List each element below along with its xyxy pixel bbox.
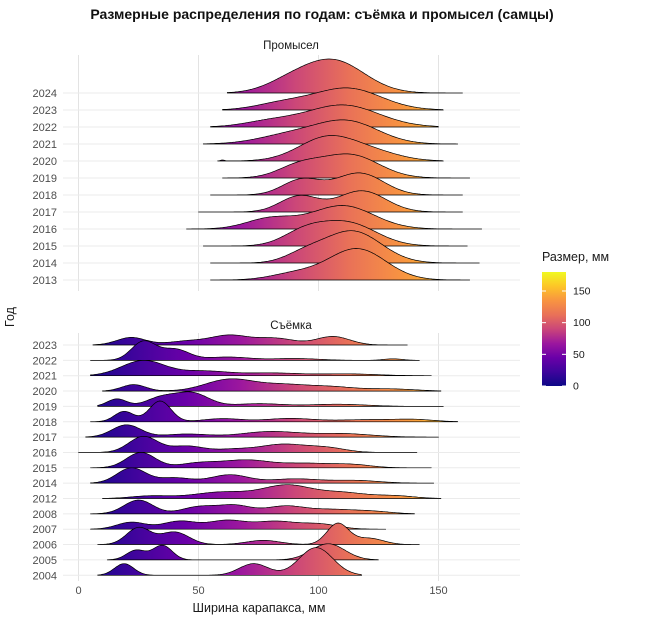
y-tick-label: 2013 [33, 275, 57, 287]
y-tick-label: 2018 [33, 417, 57, 429]
y-tick-label: 2022 [33, 355, 57, 367]
ridge-fishery-2013 [210, 248, 471, 281]
ridge-survey-2020 [102, 378, 442, 392]
legend-gradient-bar [542, 272, 566, 386]
ridge-survey-2022 [90, 340, 420, 361]
y-tick-label: 2018 [33, 190, 57, 202]
ridge-survey-2006 [97, 522, 420, 545]
y-tick-label: 2014 [33, 258, 57, 270]
chart-title: Размерные распределения по годам: съёмка… [90, 6, 553, 22]
y-tick-label: 2019 [33, 401, 57, 413]
ridge-survey-2012 [102, 484, 442, 499]
ridge-survey-2008 [90, 499, 415, 515]
y-tick-label: 2007 [33, 524, 57, 536]
panel-fishery: 2024 2023 2022 2021 2020 2019 2018 2017 2016 2015… [33, 55, 520, 291]
ridge-survey-2018 [90, 400, 459, 423]
y-tick-label: 2012 [33, 494, 57, 506]
y-tick-label: 2008 [33, 509, 57, 521]
y-axis-title: Год [3, 306, 17, 327]
legend-tick-label: 50 [573, 349, 585, 361]
y-tick-label: 2021 [33, 371, 57, 383]
y-tick-label: 2023 [33, 105, 57, 117]
x-tick-label: 0 [75, 585, 81, 597]
y-tick-label: 2015 [33, 463, 57, 475]
y-tick-label: 2020 [33, 156, 57, 168]
y-tick-label: 2006 [33, 540, 57, 552]
y-tick-label: 2005 [33, 555, 57, 567]
legend-tick-label: 100 [573, 317, 591, 329]
facet-title-fishery: Промысел [263, 40, 319, 52]
ridge-fishery-2015 [202, 220, 468, 247]
ridge-survey-2015 [90, 452, 432, 469]
ridge-survey-2004 [97, 547, 363, 576]
legend-tick-label: 0 [573, 381, 579, 393]
x-axis: 0 50 100 150 [75, 585, 447, 597]
y-tick-label: 2015 [33, 241, 57, 253]
y-tick-label: 2021 [33, 139, 57, 151]
facet-title-survey: Съёмка [270, 320, 312, 332]
y-tick-label: 2016 [33, 224, 57, 236]
x-tick-label: 50 [192, 585, 204, 597]
ridge-survey-2021 [90, 359, 432, 377]
ridge-survey-2023 [92, 334, 408, 346]
ridge-survey-2014 [90, 467, 435, 484]
y-tick-label: 2004 [33, 570, 57, 582]
panel-survey: 2023 2022 2021 2020 2019 2018 2017 2016 2015 2014… [33, 333, 520, 582]
ridge-survey-2017 [85, 424, 439, 438]
x-tick-label: 100 [309, 585, 327, 597]
legend-colorbar: 0 50 100 150 [542, 272, 591, 393]
ridge-survey-2019 [97, 391, 444, 407]
legend-title: Размер, мм [542, 250, 609, 264]
y-tick-label: 2020 [33, 386, 57, 398]
y-tick-label: 2019 [33, 173, 57, 185]
y-tick-label: 2017 [33, 207, 57, 219]
ridge-fishery-2023 [222, 87, 444, 111]
y-tick-label: 2014 [33, 478, 57, 490]
ridge-fishery-2019 [222, 153, 471, 179]
ridge-survey-2005 [106, 543, 379, 561]
ridge-fishery-2024 [226, 58, 463, 94]
ridge-fishery-2022 [210, 104, 439, 128]
ridge-fishery-2018 [210, 172, 463, 196]
ridge-fishery-2020 [217, 135, 444, 162]
y-tick-label: 2023 [33, 340, 57, 352]
ridge-fishery-2016 [186, 205, 483, 230]
x-axis-title: Ширина карапакса, мм [193, 601, 326, 615]
x-tick-label: 150 [429, 585, 447, 597]
y-tick-label: 2016 [33, 447, 57, 459]
y-tick-label: 2017 [33, 432, 57, 444]
ridge-fishery-2014 [210, 230, 480, 264]
y-tick-label: 2022 [33, 122, 57, 134]
ridge-survey-2016 [78, 435, 418, 453]
legend-tick-label: 150 [573, 286, 591, 298]
ridge-fishery-2017 [198, 190, 463, 213]
ridge-fishery-2021 [202, 119, 459, 145]
y-tick-label: 2024 [33, 88, 57, 100]
